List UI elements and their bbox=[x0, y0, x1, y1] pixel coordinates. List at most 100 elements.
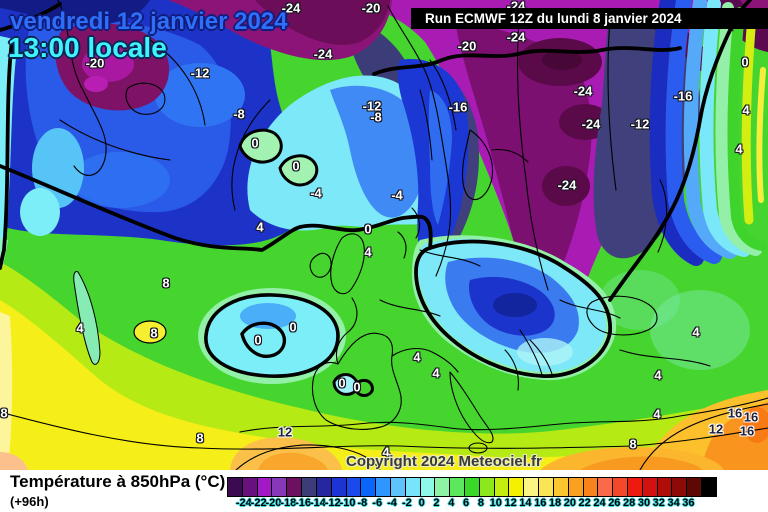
legend-swatch bbox=[404, 477, 421, 497]
temp-label: -24 bbox=[581, 116, 601, 132]
temp-label: 16 bbox=[743, 409, 759, 425]
temp-label: 0 bbox=[292, 158, 300, 174]
temp-label: 16 bbox=[739, 423, 755, 439]
temp-label: -4 bbox=[310, 185, 322, 201]
legend-tick: 10 bbox=[489, 497, 502, 509]
color-scale bbox=[227, 477, 717, 497]
legend-swatch bbox=[478, 477, 495, 497]
legend-swatch bbox=[523, 477, 540, 497]
temp-label: 8 bbox=[150, 325, 158, 341]
temp-label: -24 bbox=[506, 29, 526, 45]
temp-label: 4 bbox=[76, 320, 84, 336]
temp-label: 8 bbox=[629, 436, 637, 452]
legend-tick: -24 bbox=[235, 497, 252, 509]
temp-label: -20 bbox=[457, 38, 477, 54]
legend-tick: 4 bbox=[448, 497, 455, 509]
temp-label: -4 bbox=[391, 187, 403, 203]
temp-label: 4 bbox=[382, 444, 390, 460]
temp-label: 4 bbox=[364, 244, 372, 260]
legend-swatch bbox=[671, 477, 688, 497]
legend-tick: -10 bbox=[339, 497, 356, 509]
temp-label: 4 bbox=[654, 367, 662, 383]
temp-label: 0 bbox=[251, 135, 259, 151]
legend-swatch bbox=[419, 477, 436, 497]
legend-tick: 8 bbox=[477, 497, 484, 509]
legend-tick: 2 bbox=[433, 497, 440, 509]
legend-tick: -16 bbox=[295, 497, 312, 509]
legend-swatch bbox=[434, 477, 451, 497]
legend-tick: -2 bbox=[401, 497, 412, 509]
legend-swatch bbox=[567, 477, 584, 497]
temp-label: 0 bbox=[254, 332, 262, 348]
temp-label: 4 bbox=[735, 141, 743, 157]
legend-swatch bbox=[330, 477, 347, 497]
temp-label: 12 bbox=[708, 421, 724, 437]
legend-swatch bbox=[241, 477, 258, 497]
temp-label: 8 bbox=[0, 405, 8, 421]
legend-tick: 32 bbox=[652, 497, 665, 509]
legend-tick: 20 bbox=[563, 497, 576, 509]
temp-label: 12 bbox=[277, 424, 293, 440]
legend-tick: -12 bbox=[324, 497, 341, 509]
temp-label: 4 bbox=[256, 219, 264, 235]
legend-swatch bbox=[612, 477, 628, 497]
legend-swatch bbox=[345, 477, 362, 497]
legend-tick: 12 bbox=[504, 497, 517, 509]
temp-label: -16 bbox=[673, 88, 693, 104]
legend-swatch bbox=[582, 477, 599, 497]
forecast-date: vendredi 12 janvier 2024 bbox=[10, 8, 288, 35]
legend-tick: 14 bbox=[519, 497, 532, 509]
legend-swatch bbox=[389, 477, 406, 497]
temp-label: 8 bbox=[196, 430, 204, 446]
legend-tick: -22 bbox=[250, 497, 267, 509]
legend-tick: 30 bbox=[637, 497, 651, 509]
legend-swatch bbox=[686, 477, 702, 497]
model-run-info: Run ECMWF 12Z du lundi 8 janvier 2024 bbox=[411, 8, 768, 29]
legend-forecast-hour: (+96h) bbox=[10, 494, 49, 509]
legend-tick: 24 bbox=[593, 497, 606, 509]
legend-tick: 16 bbox=[534, 497, 547, 509]
temp-label: 4 bbox=[413, 349, 421, 365]
temp-label: -20 bbox=[85, 55, 105, 71]
legend-swatch bbox=[641, 477, 658, 497]
temp-label: 0 bbox=[364, 221, 372, 237]
temp-label: -12 bbox=[630, 116, 650, 132]
legend-tick: -18 bbox=[280, 497, 297, 509]
legend-swatch bbox=[301, 477, 317, 497]
temp-label: 0 bbox=[338, 375, 346, 391]
temp-label: -8 bbox=[370, 109, 382, 125]
legend-swatch bbox=[271, 477, 288, 497]
temp-label: 4 bbox=[432, 365, 440, 381]
legend-tick: 18 bbox=[548, 497, 562, 509]
legend-swatch bbox=[538, 477, 554, 497]
temp-label: 8 bbox=[162, 275, 170, 291]
legend-swatch bbox=[464, 477, 480, 497]
temp-label: 4 bbox=[653, 406, 661, 422]
temp-label: -24 bbox=[557, 177, 577, 193]
legend-title: Température à 850hPa (°C) bbox=[10, 472, 226, 491]
temp-label: -8 bbox=[233, 106, 245, 122]
temp-label: 16 bbox=[727, 405, 743, 421]
legend-bar: Température à 850hPa (°C) (+96h) -24 -22-… bbox=[0, 470, 768, 512]
temp-label: -24 bbox=[573, 83, 593, 99]
legend-tick: 0 bbox=[418, 497, 425, 509]
temp-label: -24 bbox=[281, 0, 301, 16]
temp-label: 0 bbox=[289, 319, 297, 335]
legend-tick: 22 bbox=[578, 497, 591, 509]
legend-tick: 36 bbox=[682, 497, 695, 509]
legend-swatch bbox=[508, 477, 525, 497]
copyright-text: Copyright 2024 Meteociel.fr bbox=[346, 453, 542, 470]
temp-label: -24 bbox=[313, 46, 333, 62]
legend-swatch bbox=[227, 477, 243, 497]
forecast-time: 13:00 locale bbox=[8, 32, 167, 63]
temp-label: -12 bbox=[362, 98, 382, 114]
legend-swatch bbox=[552, 477, 569, 497]
legend-swatch bbox=[360, 477, 377, 497]
temp-label: 0 bbox=[741, 54, 749, 70]
legend-tick: -4 bbox=[387, 497, 397, 509]
legend-swatch bbox=[315, 477, 332, 497]
temp-label: 4 bbox=[742, 102, 750, 118]
color-scale-ticks: -24 -22 -20 -18 -16 -14 -12 -10 -8 -6 -4 -2 0 2 4 6 8 10 1… bbox=[0, 497, 768, 511]
legend-tick: 6 bbox=[463, 497, 470, 509]
legend-swatch bbox=[256, 477, 273, 497]
